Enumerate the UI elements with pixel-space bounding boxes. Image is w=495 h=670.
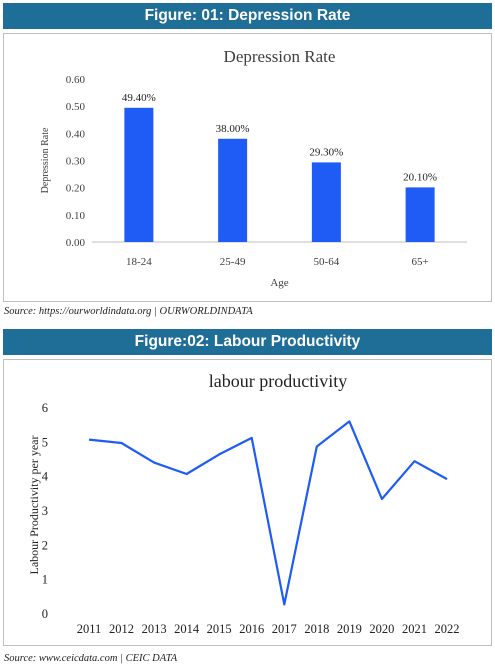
y-tick-label: 0 [42, 607, 48, 621]
labour-productivity-chart-svg: labour productivity 0 1 2 3 4 5 6 2011 2012 2013 20… [27, 371, 460, 636]
y-tick-label: 3 [42, 504, 48, 518]
x-tick-label: 2021 [402, 622, 427, 636]
y-tick-label: 0.00 [66, 237, 86, 249]
y-tick-label: 1 [42, 573, 48, 587]
x-tick-label: 2017 [272, 622, 297, 636]
bar-data-label: 38.00% [216, 123, 250, 135]
x-tick-label: 18-24 [126, 256, 152, 268]
depression-rate-chart: Depression Rate 0.00 0.10 0.20 0.30 0.40 0.50 0… [3, 33, 492, 302]
bar [218, 138, 248, 242]
bar [124, 107, 154, 243]
figure2-header-text: Figure:02: Labour Productivity [134, 333, 361, 350]
figure1-header: Figure: 01: Depression Rate [3, 3, 492, 29]
x-tick-label: 2019 [337, 622, 362, 636]
y-tick-label: 6 [42, 401, 48, 415]
y-tick-label: 0.40 [66, 128, 86, 140]
bar [311, 162, 341, 242]
figure1-header-text: Figure: 01: Depression Rate [144, 7, 351, 24]
x-tick-label: 2012 [109, 622, 134, 636]
y-tick-label: 0.60 [66, 74, 86, 86]
x-tick-label: 2015 [207, 622, 232, 636]
x-tick-label: 25-49 [220, 256, 246, 268]
y-tick-label: 4 [42, 470, 49, 484]
x-tick-label: 2016 [239, 622, 264, 636]
chart-title: Depression Rate [224, 47, 336, 66]
x-tick-label: 2018 [304, 622, 329, 636]
depression-rate-chart-svg: Depression Rate 0.00 0.10 0.20 0.30 0.40 0.50 0… [40, 47, 467, 289]
x-tick-label: 2011 [77, 622, 102, 636]
y-tick-label: 2 [42, 538, 48, 552]
x-tick-label: 65+ [412, 256, 429, 268]
y-axis-title: Labour Productivity per year [27, 436, 41, 575]
bar-data-label: 29.30% [309, 146, 343, 158]
x-tick-label: 2014 [174, 622, 200, 636]
y-tick-label: 0.10 [66, 210, 86, 222]
y-axis-title: Depression Rate [40, 127, 51, 193]
labour-productivity-chart: labour productivity 0 1 2 3 4 5 6 2011 2012 2013 20… [3, 359, 492, 646]
figure2-header: Figure:02: Labour Productivity [3, 329, 492, 355]
bar-data-label: 20.10% [403, 171, 437, 183]
x-tick-label: 2020 [369, 622, 394, 636]
y-tick-label: 0.30 [66, 156, 86, 168]
y-tick-label: 5 [42, 435, 48, 449]
chart-title: labour productivity [209, 371, 347, 391]
bar-data-label: 49.40% [122, 92, 156, 104]
figure1-source: Source: https://ourworldindata.org | OUR… [4, 306, 253, 317]
y-tick-label: 0.50 [66, 101, 86, 113]
x-tick-label: 2013 [142, 622, 167, 636]
figure2-source: Source: www.ceicdata.com | CEIC DATA [4, 653, 178, 664]
x-axis-title: Age [270, 277, 288, 289]
bar [405, 187, 435, 242]
series-line [88, 420, 448, 606]
x-tick-label: 50-64 [314, 256, 340, 268]
x-tick-label: 2022 [435, 622, 460, 636]
y-tick-label: 0.20 [66, 183, 86, 195]
